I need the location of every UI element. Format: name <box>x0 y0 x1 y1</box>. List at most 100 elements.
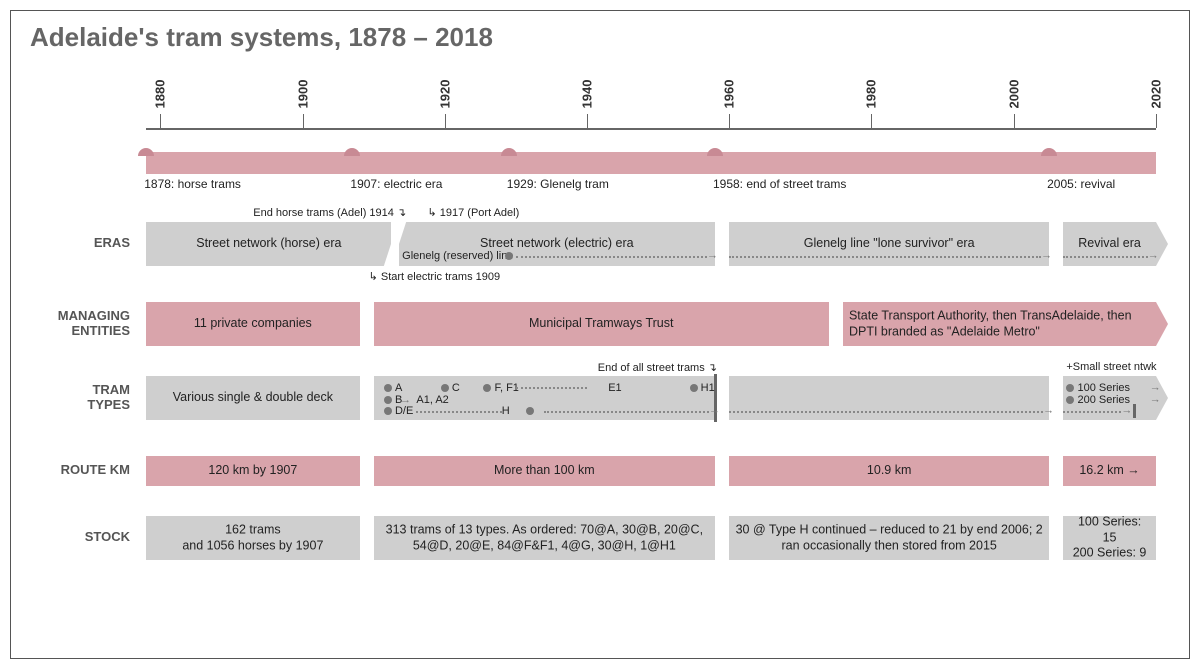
band-text: Various single & double deck <box>146 390 359 406</box>
arrow-right-icon <box>1156 302 1168 346</box>
type-dot <box>384 396 392 404</box>
axis-tick <box>587 114 588 128</box>
type-dot-label: A1, A2 <box>416 394 448 406</box>
band-text: 162 tramsand 1056 horses by 1907 <box>146 522 359 553</box>
type-dot-label: E1 <box>608 382 621 394</box>
type-dot <box>526 407 534 415</box>
axis-tick <box>445 114 446 128</box>
type-dot <box>690 384 698 392</box>
type-dot-label: 200 Series <box>1077 394 1130 406</box>
band-text: Municipal Tramways Trust <box>374 316 829 332</box>
types-h-arrow-icon: → <box>709 405 720 417</box>
band-text: Glenelg line "lone survivor" era <box>729 236 1049 252</box>
timeline-event-label: 1929: Glenelg tram <box>507 177 609 191</box>
types-h-end-tick <box>1133 404 1136 418</box>
band-text: 120 km by 1907 <box>146 463 359 479</box>
types-h-arrow-icon: → <box>1121 405 1132 417</box>
glenelg-label: Glenelg (reserved) line <box>402 250 513 262</box>
types-dotted-link <box>416 411 501 413</box>
band-segment: 10.9 km <box>729 456 1049 486</box>
era-note: ↳ 1917 (Port Adel) <box>427 206 519 219</box>
timeline-bar <box>146 152 1156 174</box>
type-dot <box>441 384 449 392</box>
type-dot-label: H <box>502 405 510 417</box>
type-dot <box>384 407 392 415</box>
axis-tick <box>871 114 872 128</box>
band-text: Revival era <box>1063 236 1155 252</box>
axis-label: 1980 <box>864 80 879 109</box>
types-dotted-link <box>516 387 587 389</box>
page-title: Adelaide's tram systems, 1878 – 2018 <box>30 22 493 53</box>
band-segment <box>729 376 1049 420</box>
axis-label: 1920 <box>437 80 452 109</box>
types-series-arrow-icon: → <box>1150 394 1161 406</box>
type-dot-label: 100 Series <box>1077 382 1130 394</box>
band-text: 10.9 km <box>729 463 1049 479</box>
band-segment: Glenelg line "lone survivor" era <box>729 222 1049 266</box>
axis-label: 1940 <box>580 80 595 109</box>
axis-tick <box>1156 114 1157 128</box>
band-segment: More than 100 km <box>374 456 715 486</box>
type-dot <box>483 384 491 392</box>
type-dot-label: C <box>452 382 460 394</box>
axis-label: 1960 <box>722 80 737 109</box>
band-segment: 16.2 km → <box>1063 456 1155 486</box>
band-segment: 30 @ Type H continued – reduced to 21 by… <box>729 516 1049 560</box>
band-segment: 162 tramsand 1056 horses by 1907 <box>146 516 359 560</box>
axis-label: 1880 <box>153 80 168 109</box>
era-note: End horse trams (Adel) 1914 ↴ <box>253 206 406 219</box>
timeline-event-label: 1878: horse trams <box>144 177 241 191</box>
type-dot <box>1066 384 1074 392</box>
types-h-dotted <box>729 411 1043 413</box>
band-segment: State Transport Authority, then TransAde… <box>843 302 1156 346</box>
glenelg-arrow-icon: → <box>707 249 718 261</box>
band-segment: 100 Series: 15200 Series: 9 <box>1063 516 1155 560</box>
band-text: 100 Series: 15200 Series: 9 <box>1063 515 1155 562</box>
axis-label: 2000 <box>1006 80 1021 109</box>
band-text: Street network (horse) era <box>146 236 391 252</box>
timeline-event-label: 1907: electric era <box>350 177 442 191</box>
glenelg-arrow-icon: → <box>1148 249 1159 261</box>
band-segment: Municipal Tramways Trust <box>374 302 829 346</box>
band-text: 11 private companies <box>146 316 359 332</box>
axis-tick <box>729 114 730 128</box>
diagram-root: Adelaide's tram systems, 1878 – 2018 188… <box>0 0 1200 669</box>
glenelg-dotted-segment <box>1063 256 1147 258</box>
band-segment: 11 private companies <box>146 302 359 346</box>
band-segment: Revival era <box>1063 222 1155 266</box>
types-h-dotted <box>544 411 709 413</box>
types-series-arrow-icon: → <box>1150 382 1161 394</box>
row-label: MANAGINGENTITIES <box>20 309 130 339</box>
axis-line <box>146 128 1156 130</box>
band-segment: Street network (horse) era <box>146 222 391 266</box>
types-note: +Small street ntwk <box>1066 361 1156 373</box>
band-segment: 313 trams of 13 types. As ordered: 70@A,… <box>374 516 715 560</box>
band-segment: Various single & double deck <box>146 376 359 420</box>
band-text: 313 trams of 13 types. As ordered: 70@A,… <box>374 522 715 553</box>
glenelg-start-dot <box>505 252 513 260</box>
row-label: STOCK <box>20 530 130 545</box>
axis-tick <box>303 114 304 128</box>
axis-label: 1900 <box>295 80 310 109</box>
band-text: 16.2 km → <box>1063 463 1155 479</box>
type-dot-label: D/E <box>395 405 413 417</box>
row-label: ERAS <box>20 236 130 251</box>
type-dot-label: H1 <box>701 382 715 394</box>
band-text: More than 100 km <box>374 463 715 479</box>
axis-tick <box>1014 114 1015 128</box>
glenelg-arrow-icon: → <box>1041 249 1052 261</box>
types-h-arrow-icon: → <box>1043 405 1054 417</box>
types-h-dotted <box>1063 411 1121 413</box>
band-text: State Transport Authority, then TransAde… <box>843 308 1156 339</box>
timeline-event-label: 1958: end of street trams <box>713 177 846 191</box>
axis-tick <box>160 114 161 128</box>
axis-label: 2020 <box>1148 80 1163 109</box>
era-note: ↳ Start electric trams 1909 <box>369 270 500 283</box>
row-label: TRAMTYPES <box>20 383 130 413</box>
type-dot-label: A <box>395 382 402 394</box>
timeline-marker <box>501 148 517 156</box>
type-dot <box>1066 396 1074 404</box>
row-label: ROUTE KM <box>20 463 130 478</box>
band-segment: 120 km by 1907 <box>146 456 359 486</box>
glenelg-dotted-segment <box>729 256 1041 258</box>
